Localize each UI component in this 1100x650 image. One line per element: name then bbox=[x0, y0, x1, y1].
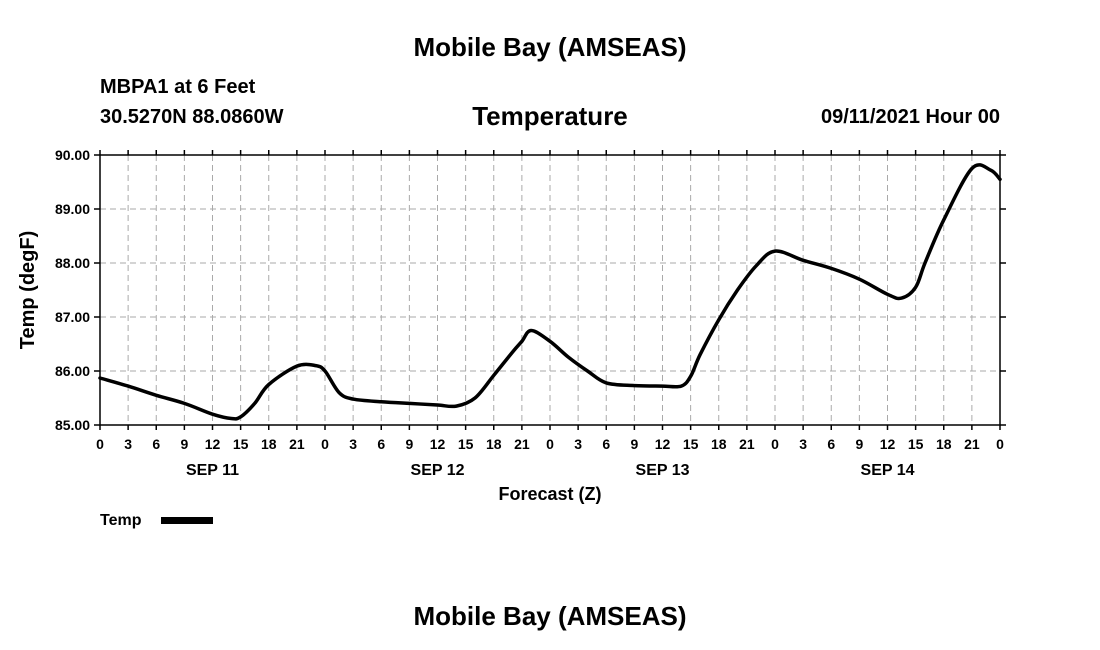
x-tick-label: 21 bbox=[739, 436, 755, 452]
x-tick-label: 9 bbox=[630, 436, 638, 452]
x-tick-label: 3 bbox=[574, 436, 582, 452]
x-tick-label: 0 bbox=[96, 436, 104, 452]
y-tick-label: 88.00 bbox=[55, 255, 90, 271]
x-tick-label: 18 bbox=[261, 436, 277, 452]
series-line-temp bbox=[98, 163, 1002, 421]
y-tick-label: 90.00 bbox=[55, 147, 90, 163]
x-tick-label: 0 bbox=[996, 436, 1004, 452]
x-tick-label: 12 bbox=[205, 436, 221, 452]
x-tick-labels: 0 3 6 9 12 15 18 21 0 3 6 9 12 15 18 21 0 3 6 9 12 15 18 21 0 3 6 9… bbox=[96, 436, 1004, 452]
x-tick-label: 0 bbox=[771, 436, 779, 452]
x-tick-label: 6 bbox=[152, 436, 160, 452]
x-tick-label: 3 bbox=[349, 436, 357, 452]
datetime-label: 09/11/2021 Hour 00 bbox=[820, 106, 1000, 128]
x-tick-label: 18 bbox=[711, 436, 727, 452]
x-tick-label: 6 bbox=[377, 436, 385, 452]
x-tick-label: 15 bbox=[458, 436, 474, 452]
x-tick-label: 15 bbox=[233, 436, 249, 452]
legend-swatch-temp bbox=[161, 517, 213, 524]
page-title: Mobile Bay (AMSEAS) bbox=[413, 32, 687, 62]
x-tick-label: 0 bbox=[546, 436, 554, 452]
y-tick-label: 85.00 bbox=[55, 417, 90, 433]
location-label: 30.5270N 88.0860W bbox=[100, 106, 284, 128]
x-tick-label: 12 bbox=[880, 436, 896, 452]
y-tick-labels: 85.00 86.00 87.00 88.00 89.00 90.00 bbox=[55, 147, 90, 433]
station-label: MBPA1 at 6 Feet bbox=[100, 76, 256, 98]
y-tick-label: 89.00 bbox=[55, 201, 90, 217]
x-tick-label: 21 bbox=[514, 436, 530, 452]
x-tick-label: 12 bbox=[430, 436, 446, 452]
x-tick-label: 9 bbox=[855, 436, 863, 452]
x-tick-label: 18 bbox=[486, 436, 502, 452]
y-tick-label: 87.00 bbox=[55, 309, 90, 325]
date-label: SEP 13 bbox=[636, 462, 690, 479]
x-tick-label: 15 bbox=[683, 436, 699, 452]
footer-title: Mobile Bay (AMSEAS) bbox=[413, 601, 687, 631]
x-axis-label: Forecast (Z) bbox=[498, 484, 601, 504]
date-label: SEP 12 bbox=[411, 462, 465, 479]
y-axis-label: Temp (degF) bbox=[17, 231, 39, 350]
x-tick-label: 21 bbox=[964, 436, 980, 452]
x-tick-label: 18 bbox=[936, 436, 952, 452]
ticks bbox=[94, 150, 1006, 430]
date-label: SEP 14 bbox=[861, 462, 915, 479]
x-tick-label: 12 bbox=[655, 436, 671, 452]
date-labels: SEP 11 SEP 12 SEP 13 SEP 14 bbox=[186, 462, 915, 479]
x-tick-label: 0 bbox=[321, 436, 329, 452]
x-tick-label: 9 bbox=[405, 436, 413, 452]
x-tick-label: 9 bbox=[180, 436, 188, 452]
x-tick-label: 6 bbox=[827, 436, 835, 452]
variable-title: Temperature bbox=[472, 101, 628, 131]
x-tick-label: 3 bbox=[799, 436, 807, 452]
x-tick-label: 3 bbox=[124, 436, 132, 452]
grid bbox=[100, 155, 1000, 425]
legend-label-temp: Temp bbox=[100, 512, 142, 529]
y-tick-label: 86.00 bbox=[55, 363, 90, 379]
date-label: SEP 11 bbox=[186, 462, 239, 479]
x-tick-label: 21 bbox=[289, 436, 305, 452]
x-tick-label: 15 bbox=[908, 436, 924, 452]
x-tick-label: 6 bbox=[602, 436, 610, 452]
